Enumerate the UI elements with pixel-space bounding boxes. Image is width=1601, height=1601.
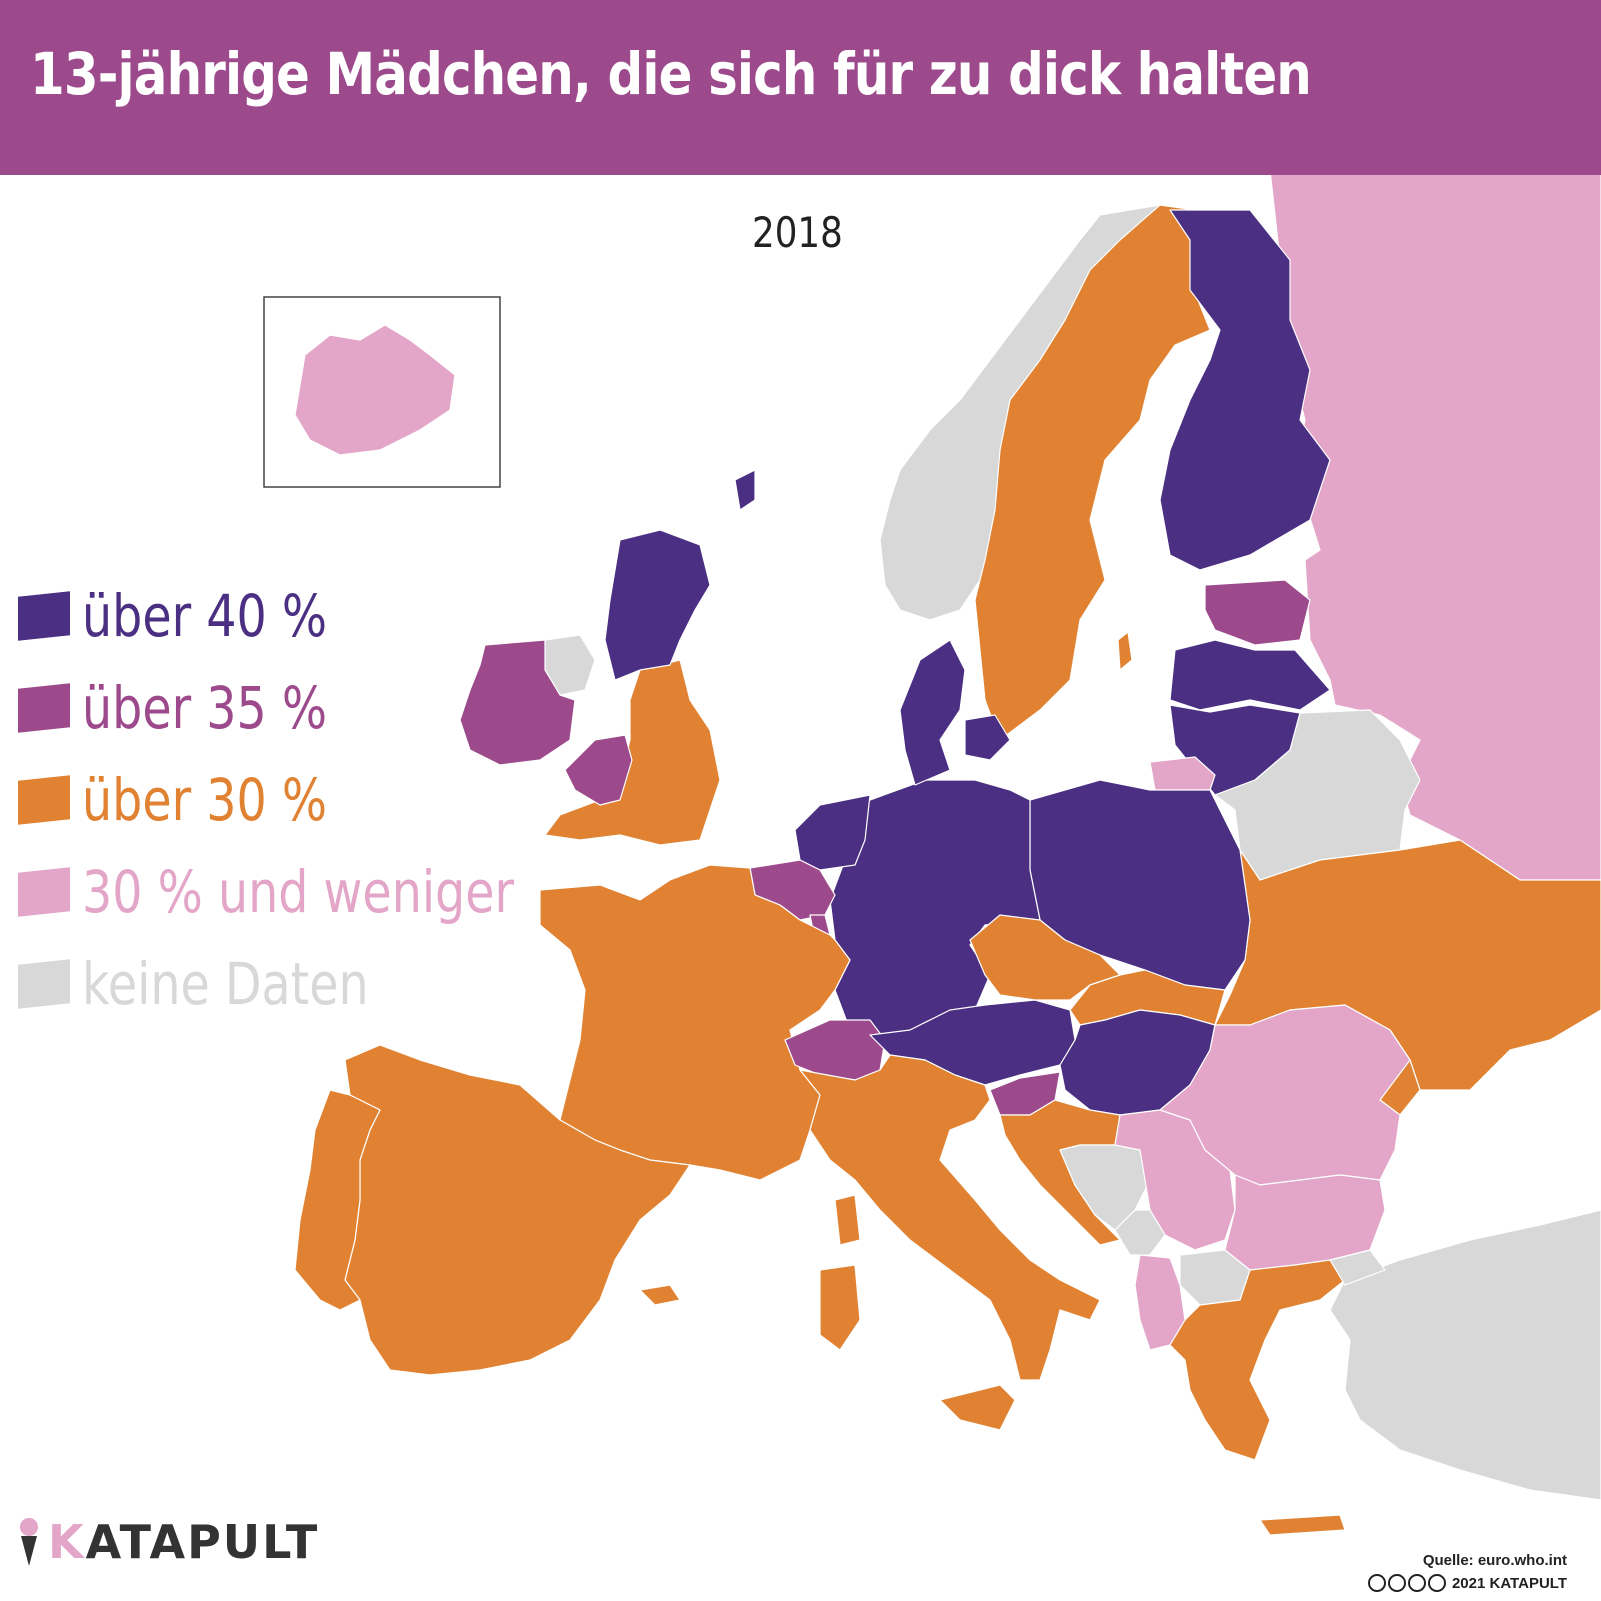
legend-item-no-data: keine Daten [18,938,609,1030]
map-year: 2018 [752,208,843,257]
region-kaliningrad [1149,756,1216,791]
region-sardinia [819,1264,861,1351]
region-latvia [1169,639,1331,711]
region-montenegro [1114,1209,1166,1256]
legend-swatch-over-30 [18,775,70,825]
by-icon [1387,1574,1406,1592]
region-finland [1159,209,1331,571]
copyright: 2021 KATAPULT [1366,1574,1567,1592]
logo-letter-k: K [48,1515,86,1569]
katapult-logo: KATAPULT [18,1515,319,1569]
nd-icon [1427,1574,1446,1592]
region-portugal [294,1089,381,1311]
region-iceland [294,324,456,456]
region-ukraine [1214,839,1601,1091]
logo-text: KATAPULT [48,1515,319,1569]
region-greece [1169,1259,1346,1461]
cc-icon [1367,1574,1386,1592]
legend-label-no-data: keine Daten [82,950,369,1018]
region-denmark-islands [964,714,1011,761]
region-wales [564,734,633,806]
region-bosnia [1059,1144,1151,1231]
iceland-inset-frame [263,296,501,488]
region-ireland [459,639,576,766]
legend: über 40 % über 35 % über 30 % 30 % und w… [18,570,609,1030]
legend-label-over-35: über 35 % [82,674,328,742]
legend-swatch-30-and-less [18,867,70,917]
legend-label-30-and-less: 30 % und weniger [82,858,515,926]
region-crete [1259,1514,1346,1536]
logo-letters-rest: ATAPULT [85,1515,320,1569]
region-turkey-thrace [1329,1249,1386,1286]
region-denmark [899,639,966,786]
region-estonia [1204,579,1311,646]
legend-item-over-35: über 35 % [18,662,609,754]
region-sweden [974,204,1211,741]
region-netherlands [794,794,871,871]
legend-label-over-40: über 40 % [82,582,328,650]
region-sicily [939,1384,1016,1431]
legend-item-over-30: über 30 % [18,754,609,846]
cc-license-icons [1366,1574,1446,1592]
region-turkey [1329,1209,1601,1501]
source-text: Quelle: euro.who.int [1422,1552,1567,1569]
region-corsica [834,1194,861,1246]
legend-swatch-over-40 [18,591,70,641]
title-bar: 13-jährige Mädchen, die sich für zu dick… [0,0,1601,175]
map-title: 13-jährige Mädchen, die sich für zu dick… [30,40,1312,108]
nc-icon [1407,1574,1426,1592]
legend-label-over-30: über 30 % [82,766,328,834]
region-italy [799,1054,1101,1381]
legend-item-30-and-less: 30 % und weniger [18,846,609,938]
legend-item-over-40: über 40 % [18,570,609,662]
region-scotland [604,529,711,681]
region-gotland [1117,631,1133,671]
copyright-text: 2021 KATAPULT [1451,1574,1567,1592]
ice-cream-icon [20,1518,38,1566]
legend-swatch-no-data [18,959,70,1009]
region-scotland-islands [734,469,756,511]
legend-swatch-over-35 [18,683,70,733]
region-mallorca [639,1284,681,1306]
